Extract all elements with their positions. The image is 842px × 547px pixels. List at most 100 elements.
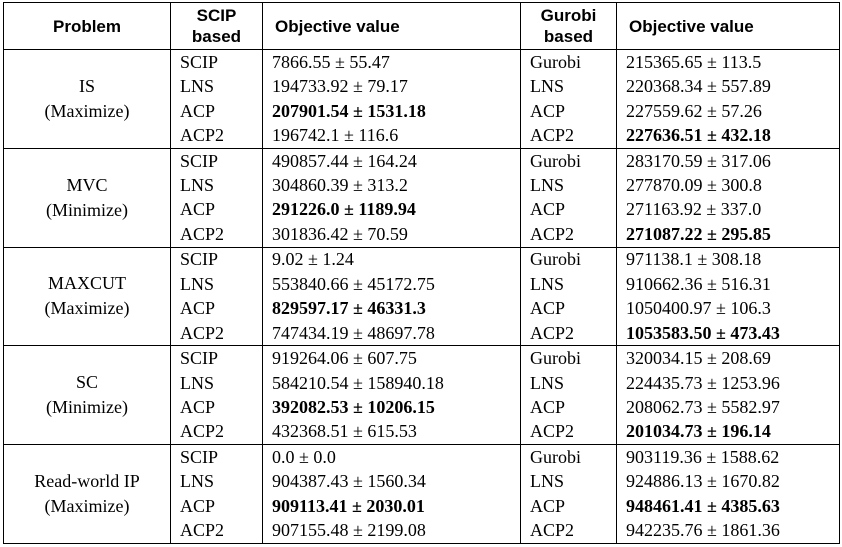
scip-objective-cell: 301836.42 ± 70.59 [262, 222, 521, 248]
scip-objective-cell: 392082.53 ± 10206.15 [262, 395, 521, 420]
gurobi-method-cell: LNS [520, 173, 617, 198]
gurobi-method-cell: Gurobi [520, 49, 617, 75]
table-row: ACP 392082.53 ± 10206.15 ACP 208062.73 ± 55… [4, 395, 840, 420]
gurobi-objective-cell: 320034.15 ± 208.69 [616, 345, 840, 371]
table-row: LNS 194733.92 ± 79.17 LNS 220368.34 ± 557.8… [4, 74, 840, 99]
scip-objective-cell: 907155.48 ± 2199.08 [262, 518, 521, 545]
gurobi-method-cell: LNS [520, 74, 617, 99]
gurobi-method-cell: ACP2 [520, 222, 617, 248]
header-gurobi-based-line2: based [543, 27, 594, 46]
scip-method-cell: LNS [170, 74, 263, 99]
table-row: LNS 304860.39 ± 313.2 LNS 277870.09 ± 300.8 [4, 173, 840, 198]
scip-method-cell: ACP2 [170, 518, 263, 545]
scip-method-cell: SCIP [170, 148, 263, 174]
scip-method-cell: SCIP [170, 49, 263, 75]
gurobi-objective-cell: 215365.65 ± 113.5 [616, 49, 840, 75]
problem-name: MAXCUT [47, 273, 126, 294]
gurobi-objective-cell: 924886.13 ± 1670.82 [616, 469, 840, 495]
table-row: ACP2 196742.1 ± 116.6 ACP2 227636.51 ± 432.… [4, 123, 840, 149]
problem-goal: (Minimize) [46, 199, 128, 220]
table-row: MVC (Minimize) SCIP 490857.44 ± 164.24 Gurob… [3, 148, 840, 248]
header-scip-based-line2: based [191, 27, 242, 46]
gurobi-objective-cell: 903119.36 ± 1588.62 [616, 444, 840, 470]
table-row: Read-world IP (Maximize) SCIP 0.0 ± 0.0 Guro… [3, 444, 840, 544]
table-row: ACP 909113.41 ± 2030.01 ACP 948461.41 ± 438… [4, 494, 840, 519]
problem-cell: SC (Minimize) [3, 345, 171, 446]
gurobi-method-cell: ACP2 [520, 320, 617, 347]
scip-method-cell: ACP2 [170, 222, 263, 248]
scip-method-cell: ACP [170, 296, 263, 321]
header-scip-based: SCIP based [170, 2, 263, 50]
scip-method-cell: ACP [170, 98, 263, 124]
gurobi-objective-cell: 271163.92 ± 337.0 [616, 197, 840, 223]
table-row: ACP 829597.17 ± 46331.3 ACP 1050400.97 ± 10… [4, 296, 840, 321]
problem-goal: (Minimize) [46, 397, 128, 418]
problem-name: MVC [66, 174, 108, 195]
table-row: ACP2 301836.42 ± 70.59 ACP2 271087.22 ± 295… [4, 222, 840, 248]
scip-objective-cell: 291226.0 ± 1189.94 [262, 197, 521, 223]
gurobi-method-cell: Gurobi [520, 444, 617, 470]
header-gurobi-based-line1: Gurobi [540, 6, 597, 25]
gurobi-method-cell: LNS [520, 272, 617, 297]
gurobi-method-cell: ACP2 [520, 419, 617, 446]
table-row: ACP2 747434.19 ± 48697.78 ACP2 1053583.50 ±… [4, 320, 840, 347]
gurobi-objective-cell: 227636.51 ± 432.18 [616, 123, 840, 149]
table-row: LNS 553840.66 ± 45172.75 LNS 910662.36 ± 51… [4, 272, 840, 297]
gurobi-objective-cell: 271087.22 ± 295.85 [616, 222, 840, 248]
scip-objective-cell: 432368.51 ± 615.53 [262, 419, 521, 446]
gurobi-method-cell: ACP [520, 98, 617, 124]
table-row: ACP2 432368.51 ± 615.53 ACP2 201034.73 ± 19… [4, 419, 840, 446]
gurobi-objective-cell: 910662.36 ± 516.31 [616, 272, 840, 297]
problem-name: SC [75, 372, 99, 393]
scip-method-cell: LNS [170, 469, 263, 495]
scip-method-cell: LNS [170, 370, 263, 396]
scip-objective-cell: 490857.44 ± 164.24 [262, 148, 521, 174]
scip-method-cell: ACP [170, 395, 263, 420]
gurobi-method-cell: ACP2 [520, 123, 617, 149]
scip-objective-cell: 194733.92 ± 79.17 [262, 74, 521, 99]
gurobi-method-cell: ACP [520, 296, 617, 321]
header-objective-gurobi: Objective value [616, 2, 840, 50]
gurobi-objective-cell: 1053583.50 ± 473.43 [616, 320, 840, 347]
scip-method-cell: LNS [170, 272, 263, 297]
problem-cell: MAXCUT (Maximize) [3, 247, 171, 347]
gurobi-objective-cell: 283170.59 ± 317.06 [616, 148, 840, 174]
scip-method-cell: SCIP [170, 444, 263, 470]
gurobi-method-cell: Gurobi [520, 247, 617, 273]
table-row: LNS 584210.54 ± 158940.18 LNS 224435.73 ± 1… [4, 370, 840, 396]
table-body: IS (Maximize) SCIP 7866.55 ± 55.47 Gurobi 215… [3, 49, 840, 545]
problem-cell: IS (Maximize) [3, 49, 171, 149]
gurobi-objective-cell: 227559.62 ± 57.26 [616, 98, 840, 124]
problem-goal: (Maximize) [44, 100, 130, 121]
problem-goal: (Maximize) [44, 496, 130, 517]
gurobi-objective-cell: 277870.09 ± 300.8 [616, 173, 840, 198]
scip-objective-cell: 553840.66 ± 45172.75 [262, 272, 521, 297]
table-row: IS (Maximize) SCIP 7866.55 ± 55.47 Gurobi 215… [3, 49, 840, 149]
header-objective-scip: Objective value [262, 2, 521, 50]
gurobi-objective-cell: 220368.34 ± 557.89 [616, 74, 840, 99]
scip-method-cell: LNS [170, 173, 263, 198]
scip-objective-cell: 9.02 ± 1.24 [262, 247, 521, 273]
table-header: Problem SCIP based Objective value Gurob… [3, 2, 840, 50]
problem-cell: Read-world IP (Maximize) [3, 444, 171, 544]
scip-objective-cell: 747434.19 ± 48697.78 [262, 320, 521, 347]
scip-method-cell: ACP [170, 197, 263, 223]
header-scip-based-line1: SCIP [196, 6, 237, 25]
gurobi-method-cell: LNS [520, 370, 617, 396]
gurobi-method-cell: ACP [520, 197, 617, 223]
scip-objective-cell: 919264.06 ± 607.75 [262, 345, 521, 371]
gurobi-method-cell: ACP [520, 395, 617, 420]
scip-method-cell: ACP2 [170, 123, 263, 149]
header-problem: Problem [3, 2, 171, 50]
gurobi-objective-cell: 971138.1 ± 308.18 [616, 247, 840, 273]
gurobi-method-cell: ACP2 [520, 518, 617, 545]
scip-method-cell: ACP2 [170, 320, 263, 347]
table-row: SC (Minimize) SCIP 919264.06 ± 607.75 Gurobi… [3, 345, 840, 446]
table-row: LNS 904387.43 ± 1560.34 LNS 924886.13 ± 167… [4, 469, 840, 495]
header-gurobi-based: Gurobi based [520, 2, 617, 50]
gurobi-method-cell: LNS [520, 469, 617, 495]
scip-method-cell: SCIP [170, 345, 263, 371]
scip-objective-cell: 196742.1 ± 116.6 [262, 123, 521, 149]
table-row: MAXCUT (Maximize) SCIP 9.02 ± 1.24 Gurobi 971… [3, 247, 840, 347]
table-row: ACP 207901.54 ± 1531.18 ACP 227559.62 ± 57.… [4, 98, 840, 124]
